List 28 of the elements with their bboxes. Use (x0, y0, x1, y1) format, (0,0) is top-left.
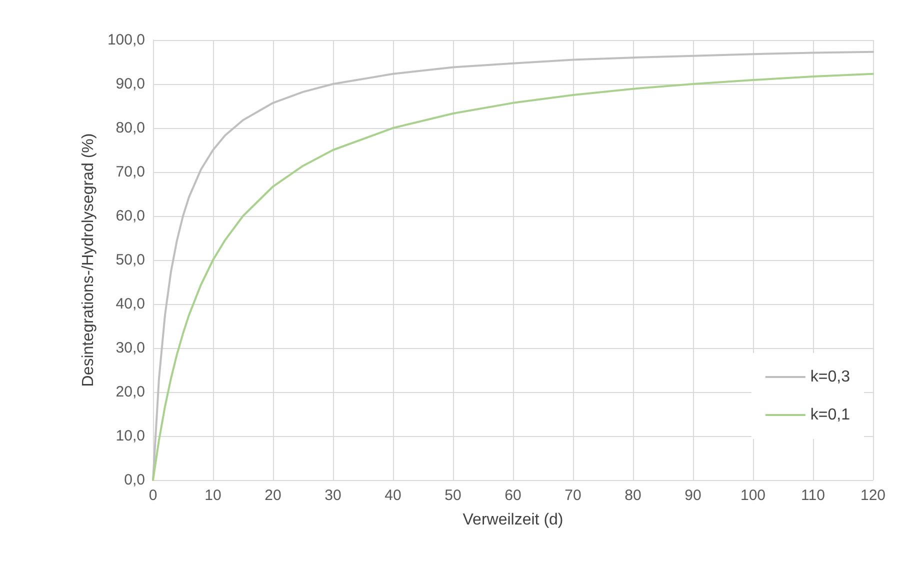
y-tick-label: 90,0 (116, 76, 145, 92)
y-tick-label: 70,0 (116, 164, 145, 180)
x-tick-label: 70 (564, 487, 582, 504)
x-tick-label: 20 (264, 487, 282, 504)
y-tick-label: 50,0 (116, 252, 145, 268)
y-tick-label: 60,0 (116, 208, 145, 224)
x-axis-title: Verweilzeit (d) (462, 512, 564, 528)
y-axis-title: Desintegrations-/Hydrolysegrad (%) (80, 133, 98, 387)
x-tick-label: 90 (684, 487, 702, 504)
y-tick-label: 40,0 (116, 296, 145, 312)
legend-label: k=0,1 (810, 406, 850, 424)
x-tick-label: 120 (860, 487, 886, 504)
y-tick-label: 100,0 (107, 32, 145, 48)
y-tick-label: 30,0 (116, 340, 145, 356)
x-tick-label: 80 (624, 487, 642, 504)
y-tick-label: 10,0 (116, 428, 145, 444)
x-tick-label: 100 (740, 487, 766, 504)
x-tick-label: 30 (324, 487, 342, 504)
y-tick-label: 20,0 (116, 384, 145, 400)
y-tick-label: 80,0 (116, 120, 145, 136)
legend-label: k=0,3 (810, 368, 850, 386)
x-tick-label: 60 (504, 487, 522, 504)
x-tick-label: 110 (801, 487, 825, 504)
x-tick-label: 10 (204, 487, 222, 504)
x-tick-label: 50 (444, 487, 462, 504)
y-tick-label: 0,0 (124, 472, 145, 488)
x-tick-label: 0 (148, 487, 158, 504)
x-tick-label: 40 (384, 487, 402, 504)
